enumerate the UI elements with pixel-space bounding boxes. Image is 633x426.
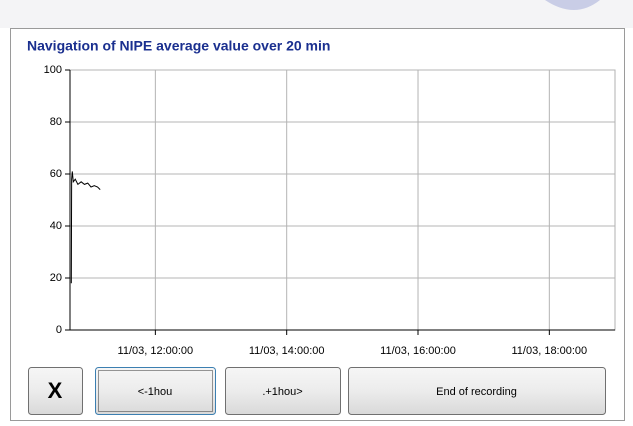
x-tick-label: 11/03, 18:00:00 [512,345,588,357]
data-line [70,171,101,284]
button-face[interactable] [28,367,83,415]
background-window [0,0,633,28]
button[interactable]: <-1hou [95,367,216,415]
x-tick-label: 11/03, 16:00:00 [380,345,456,357]
y-tick-label: 80 [50,116,62,128]
button[interactable]: X [28,367,83,415]
button-label[interactable]: X [48,378,63,403]
button-face[interactable] [95,367,216,415]
background-shape [545,0,600,10]
x-tick-label: 11/03, 14:00:00 [249,345,325,357]
plot-area [69,69,616,331]
y-tick-label: 20 [50,272,62,284]
x-tick-label: 11/03, 12:00:00 [118,345,194,357]
button[interactable]: .+1hou> [225,367,341,415]
y-tick-label: 60 [50,168,62,180]
button-label[interactable]: <-1hou [138,386,173,398]
button-bar: X <-1hou .+1hou> End of recording [28,367,606,415]
button-label[interactable]: End of recording [436,386,517,398]
focus-ring[interactable] [98,370,213,412]
button[interactable]: End of recording [348,367,606,415]
button-face[interactable] [225,367,341,415]
chart-title: Navigation of NIPE average value over 20… [27,38,330,54]
button-face[interactable] [348,367,606,415]
y-tick-label: 40 [50,220,62,232]
y-tick-label: 100 [44,64,62,76]
button-label[interactable]: .+1hou> [262,386,302,398]
y-tick-label: 0 [56,324,62,336]
chart: 0 20 40 60 80 100 11/03, 12:00:00 11/03, 14:00:… [44,64,616,357]
